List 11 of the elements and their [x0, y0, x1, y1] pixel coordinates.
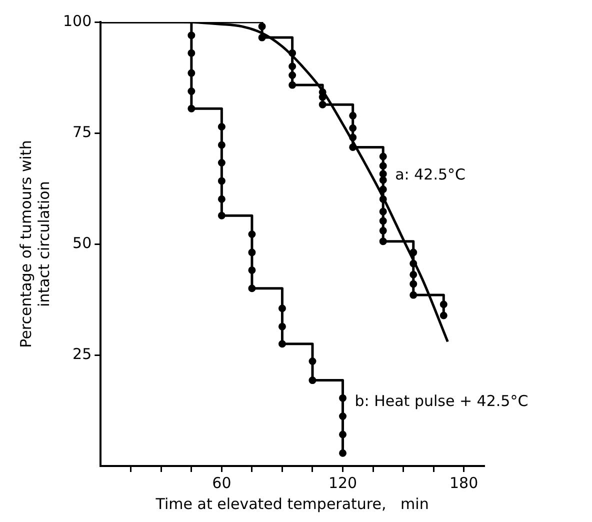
series-label: b: Heat pulse + 42.5°C — [354, 392, 528, 410]
series-label: a: 42.5°C — [395, 165, 466, 184]
x-tick-label: 180 — [450, 474, 478, 492]
y-tick-label: 25 — [72, 344, 92, 363]
y-axis-title: Percentage of tumours with intact circulation — [16, 140, 53, 348]
x-tick-label: 120 — [328, 474, 358, 492]
y-tick-label: 75 — [72, 122, 92, 141]
x-tick-label: 60 — [212, 474, 232, 492]
y-tick-label: 50 — [72, 234, 92, 252]
y-tick-label: 100 — [62, 12, 92, 30]
x-axis-title: Time at elevated temperature, min — [154, 494, 429, 513]
